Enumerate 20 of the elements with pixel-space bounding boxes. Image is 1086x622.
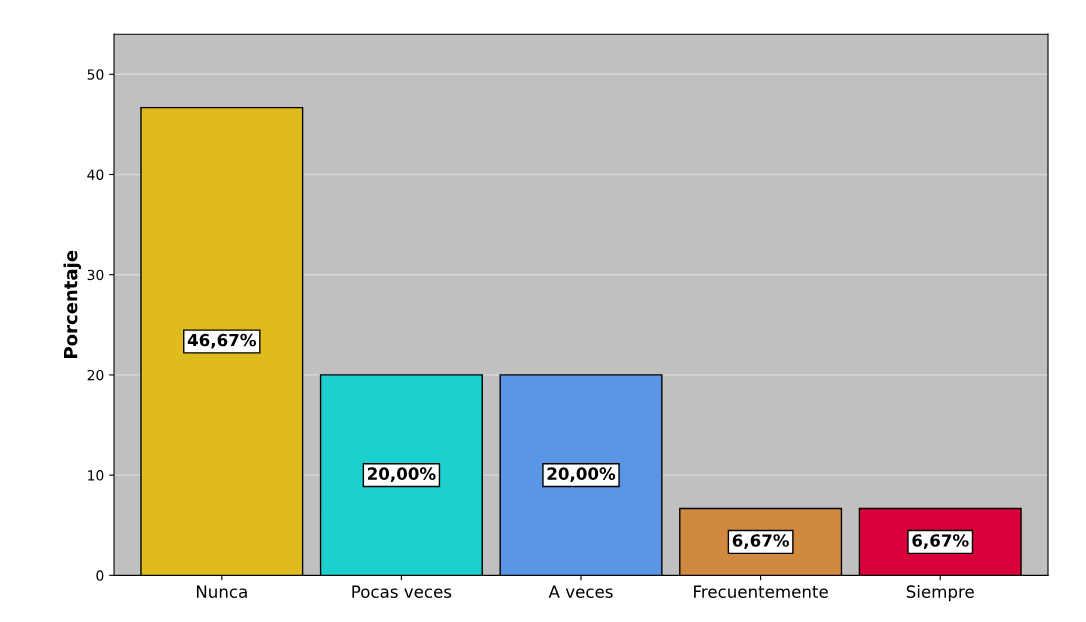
bar [319, 374, 483, 576]
y-tick-label: 30 [87, 269, 104, 281]
x-tick-label: Siempre [906, 585, 974, 602]
x-tick-label: Pocas veces [352, 585, 452, 598]
x-tick-label: A veces [548, 585, 613, 598]
y-tick-label: 50 [87, 69, 104, 80]
x-tick-label: Nunca [196, 585, 247, 598]
data-label: 20,00% [547, 467, 616, 483]
bar [499, 374, 663, 576]
y-tick-label: 20 [87, 369, 104, 381]
data-label: 20,00% [368, 467, 436, 483]
y-tick-label: 0 [96, 570, 104, 581]
data-label: 6,67% [912, 534, 969, 549]
y-tick-label: 10 [88, 470, 104, 481]
data-label: 6,67% [732, 534, 789, 549]
data-label: 46,67% [187, 333, 256, 349]
bar [140, 106, 304, 576]
y-axis-title: Porcentaje [63, 250, 82, 358]
y-tick-label: 40 [87, 169, 104, 180]
x-tick-label: Frecuentemente [694, 585, 828, 598]
